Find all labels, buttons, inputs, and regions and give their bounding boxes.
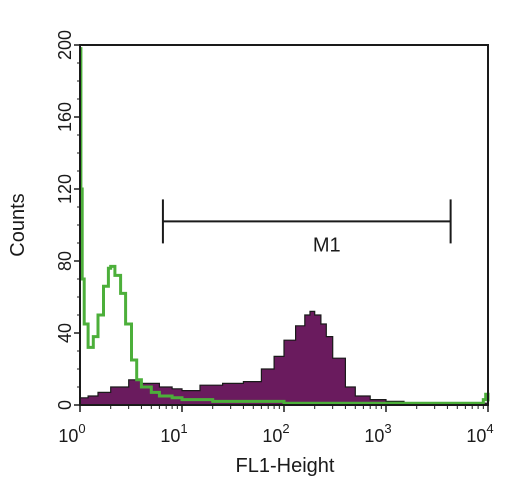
- x-tick-label: 103: [364, 421, 391, 446]
- x-tick-label: 101: [160, 421, 187, 446]
- series-outline-histogram: [79, 47, 490, 405]
- y-tick-label: 120: [55, 174, 75, 204]
- y-tick-label: 200: [55, 30, 75, 60]
- y-tick-label: 160: [55, 102, 75, 132]
- series-layer: [79, 47, 490, 406]
- y-axis-title: Counts: [7, 193, 29, 256]
- x-axis-title: FL1-Height: [236, 455, 335, 477]
- y-tick-label: 80: [55, 251, 75, 271]
- x-axis: 100 101 102 103 104: [58, 405, 494, 446]
- x-tick-label: 104: [466, 421, 493, 446]
- gate-label: M1: [313, 234, 341, 256]
- series-filled-histogram: [79, 310, 489, 406]
- y-tick-label: 0: [55, 400, 75, 410]
- x-tick-label: 102: [262, 421, 289, 446]
- y-axis: 0 40 80 120 160 200: [55, 30, 80, 410]
- x-tick-label: 100: [58, 421, 85, 446]
- gate-m1: M1: [161, 199, 452, 256]
- y-tick-label: 40: [55, 323, 75, 343]
